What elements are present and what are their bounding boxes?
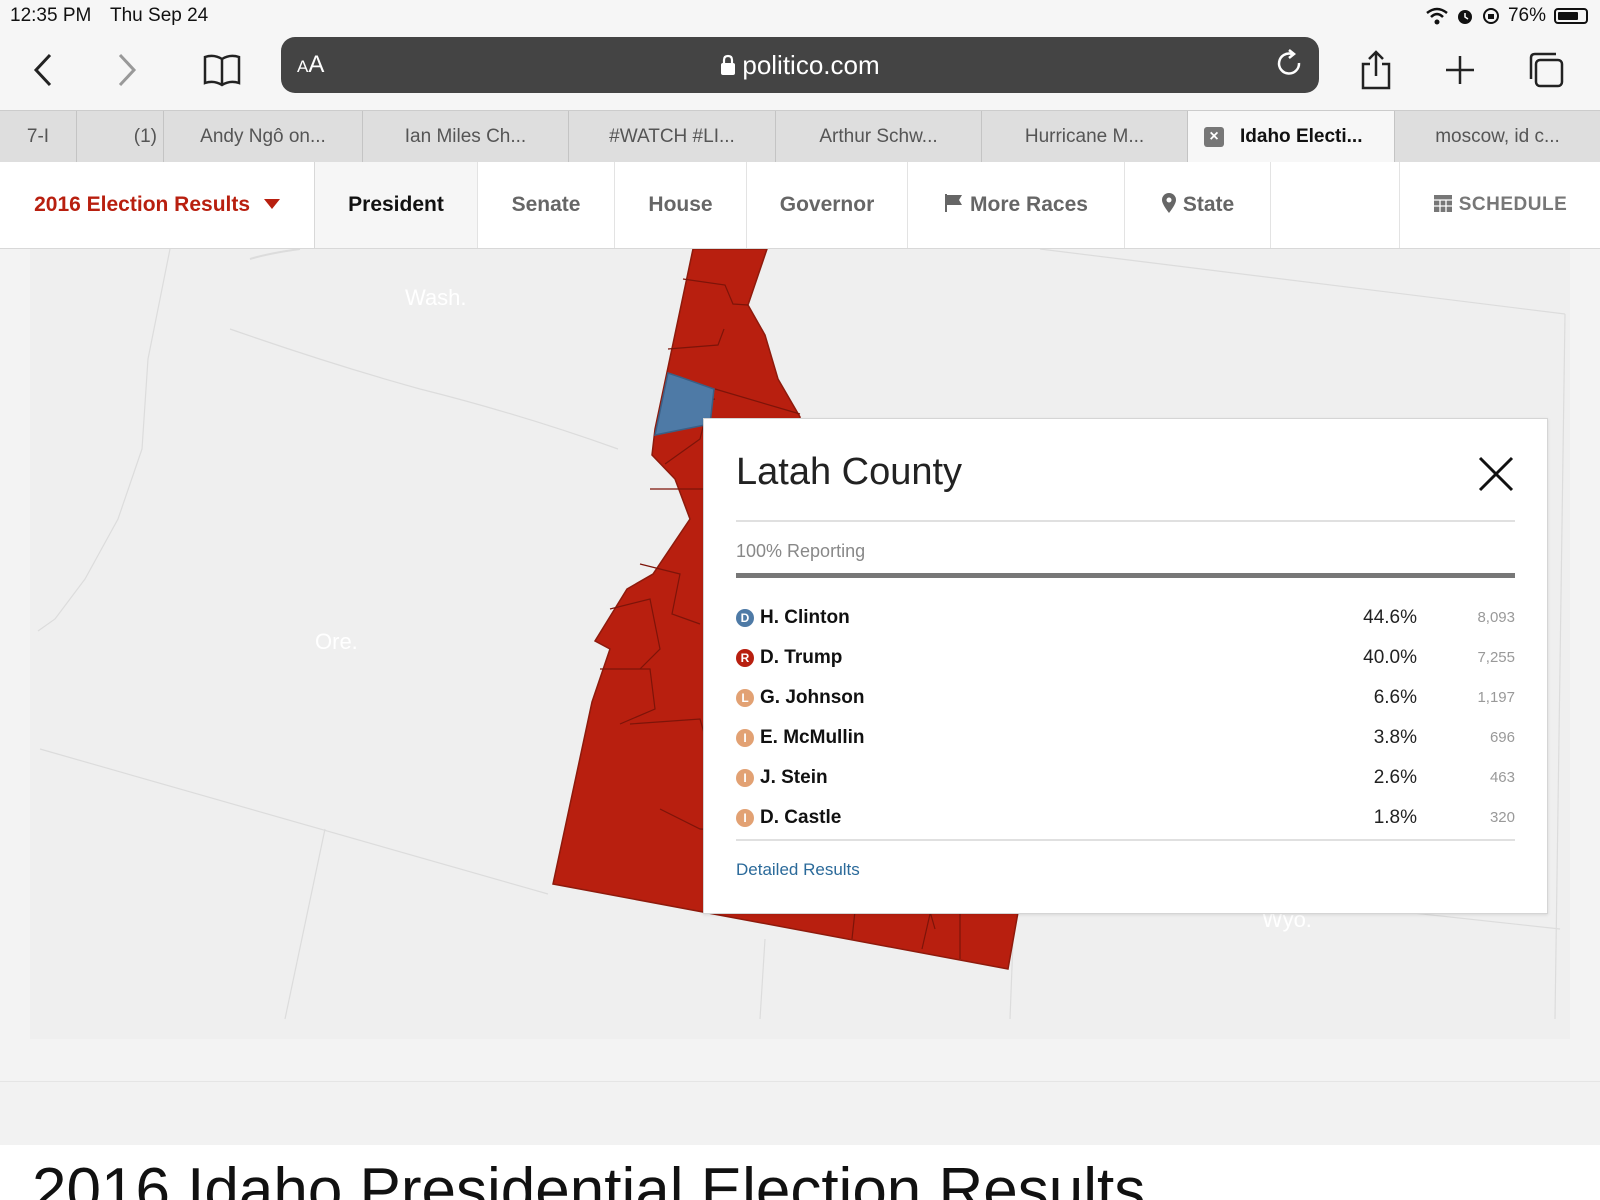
battery-icon [1554, 8, 1588, 24]
candidate-percent: 44.6% [1363, 607, 1417, 628]
schedule-button[interactable]: SCHEDULE [1399, 162, 1600, 248]
candidate-votes: 463 [1489, 769, 1515, 786]
status-date: Thu Sep 24 [110, 5, 209, 26]
candidate-votes: 320 [1489, 809, 1515, 826]
status-bar: 12:35 PM Thu Sep 24 76% [0, 0, 1600, 32]
wifi-icon [1426, 7, 1448, 25]
latah-county[interactable] [654, 372, 715, 436]
party-badge: L [736, 689, 754, 707]
chevron-left-icon [33, 53, 52, 87]
battery-percent: 76% [1507, 5, 1546, 26]
back-button[interactable] [18, 44, 70, 96]
election-dropdown[interactable]: 2016 Election Results [0, 162, 315, 248]
tab[interactable]: (1) [77, 111, 164, 163]
nav-senate[interactable]: Senate [478, 162, 615, 248]
nav-spacer [1271, 162, 1399, 248]
candidate-name: D. Castle [760, 807, 842, 828]
calendar-icon [1433, 195, 1452, 212]
page-spacer [0, 1081, 1600, 1146]
close-tab-icon[interactable]: × [1204, 127, 1224, 147]
party-badge: I [736, 769, 754, 787]
tab-active[interactable]: × Idaho Electi... [1188, 111, 1395, 163]
candidate-percent: 40.0% [1363, 647, 1417, 668]
tab[interactable]: Ian Miles Ch... [363, 111, 569, 163]
tab[interactable]: moscow, id c... [1435, 126, 1560, 147]
article-content: 2016 Idaho Presidential Election Results [0, 1145, 1600, 1200]
detailed-results-link[interactable]: Detailed Results [736, 860, 860, 879]
candidate-name: G. Johnson [760, 687, 865, 708]
tab-strip: 7-I (1) Andy Ngô on... Ian Miles Ch... #… [0, 110, 1600, 164]
candidate-percent: 3.8% [1373, 727, 1417, 748]
county-title: Latah County [736, 451, 963, 493]
tab[interactable]: Hurricane M... [982, 111, 1188, 163]
candidate-percent: 1.8% [1373, 807, 1417, 828]
candidate-votes: 8,093 [1477, 609, 1515, 626]
share-icon [1361, 50, 1391, 90]
map-label-wash: Wash. [405, 285, 467, 310]
page-title: 2016 Idaho Presidential Election Results [32, 1156, 1146, 1200]
status-right: 76% [1426, 5, 1588, 27]
map-label-ore: Ore. [315, 629, 358, 654]
bookmarks-button[interactable] [196, 44, 248, 96]
plus-icon [1446, 56, 1474, 84]
site-nav: 2016 Election Results President Senate H… [0, 162, 1600, 249]
alarm-icon [1457, 10, 1472, 24]
candidate-row: I J. Stein 2.6% 463 [736, 759, 1515, 799]
address-bar[interactable]: AA politico.com [281, 37, 1319, 93]
close-icon[interactable] [1477, 455, 1515, 493]
tabs-overview-button[interactable] [1520, 44, 1572, 96]
url-label: politico.com [742, 50, 880, 80]
tab[interactable]: Arthur Schw... [776, 111, 982, 163]
candidate-name: D. Trump [760, 647, 843, 668]
party-badge: I [736, 729, 754, 747]
reader-options-button[interactable]: AA [297, 51, 325, 78]
nav-governor[interactable]: Governor [747, 162, 908, 248]
reporting-bar [736, 573, 1515, 578]
new-tab-button[interactable] [1434, 44, 1486, 96]
book-icon [203, 54, 241, 87]
url-text: politico.com [281, 50, 1319, 81]
candidate-row: L G. Johnson 6.6% 1,197 [736, 679, 1515, 719]
nav-state[interactable]: State [1125, 162, 1271, 248]
candidate-percent: 2.6% [1373, 767, 1417, 788]
share-button[interactable] [1350, 44, 1402, 96]
orientation-lock-icon [1482, 8, 1499, 24]
candidate-name: J. Stein [760, 767, 828, 788]
candidate-row: R D. Trump 40.0% 7,255 [736, 639, 1515, 679]
party-badge: I [736, 809, 754, 827]
divider [736, 520, 1515, 522]
candidate-row: I D. Castle 1.8% 320 [736, 799, 1515, 839]
candidate-row: D H. Clinton 44.6% 8,093 [736, 599, 1515, 639]
candidate-name: H. Clinton [760, 607, 850, 628]
tabs-icon [1529, 52, 1564, 88]
status-time: 12:35 PM [10, 5, 92, 26]
lock-icon [721, 54, 736, 75]
caret-down-icon [263, 199, 280, 209]
chevron-right-icon [118, 53, 137, 87]
nav-house[interactable]: House [615, 162, 747, 248]
nav-more-races[interactable]: More Races [908, 162, 1125, 248]
divider [736, 839, 1515, 841]
candidate-row: I E. McMullin 3.8% 696 [736, 719, 1515, 759]
tab[interactable]: 7-I [0, 111, 77, 163]
party-badge: R [736, 649, 754, 667]
nav-president[interactable]: President [315, 162, 478, 248]
flag-icon [945, 194, 963, 212]
forward-button[interactable] [100, 44, 152, 96]
candidate-votes: 1,197 [1477, 689, 1515, 706]
candidate-percent: 6.6% [1373, 687, 1417, 708]
candidate-name: E. McMullin [760, 727, 865, 748]
party-badge: D [736, 609, 754, 627]
tab[interactable]: Andy Ngô on... [164, 111, 363, 163]
reload-icon[interactable] [1275, 49, 1305, 79]
county-popup: Latah County 100% Reporting D H. Clinton… [703, 418, 1548, 914]
candidate-votes: 7,255 [1477, 649, 1515, 666]
tab[interactable]: #WATCH #LI... [569, 111, 776, 163]
map-pin-icon [1161, 193, 1176, 213]
candidate-votes: 696 [1489, 729, 1515, 746]
reporting-status: 100% Reporting [736, 541, 866, 561]
